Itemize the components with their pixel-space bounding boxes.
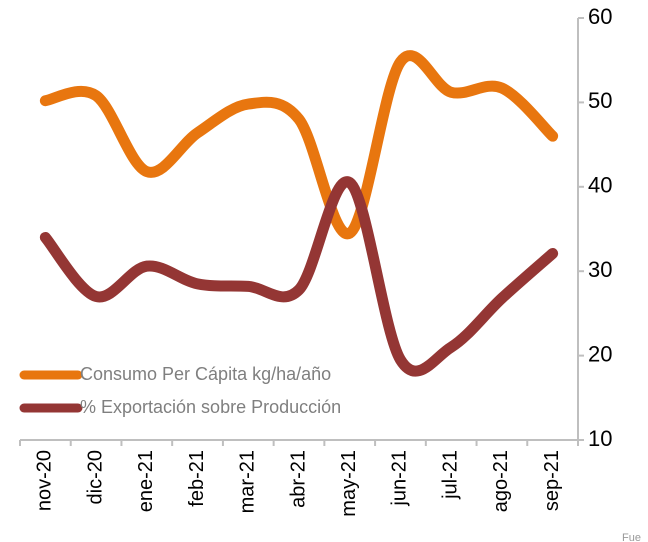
legend-label: % Exportación sobre Producción — [80, 397, 341, 417]
x-tick-label: ene-21 — [135, 450, 157, 512]
y-tick-label: 40 — [588, 173, 612, 198]
x-tick-label: ago-21 — [490, 450, 512, 512]
x-tick-label: abr-21 — [287, 450, 309, 508]
legend-label: Consumo Per Cápita kg/ha/año — [80, 364, 331, 384]
x-tick-label: dic-20 — [84, 450, 106, 504]
x-tick-label: may-21 — [338, 450, 360, 517]
series-line — [39, 176, 559, 377]
x-tick-label: jul-21 — [439, 450, 461, 500]
x-tick-label: feb-21 — [186, 450, 208, 507]
x-tick-label: jun-21 — [389, 450, 411, 507]
x-tick-label: mar-21 — [237, 450, 259, 513]
y-tick-label: 60 — [588, 4, 612, 29]
series-line — [39, 50, 559, 240]
y-tick-label: 10 — [588, 426, 612, 451]
y-tick-label: 30 — [588, 257, 612, 282]
y-tick-label: 50 — [588, 88, 612, 113]
source-note: Fue — [622, 532, 641, 542]
x-tick-label: nov-20 — [34, 450, 56, 511]
x-tick-label: sep-21 — [541, 450, 563, 511]
y-tick-label: 20 — [588, 341, 612, 366]
